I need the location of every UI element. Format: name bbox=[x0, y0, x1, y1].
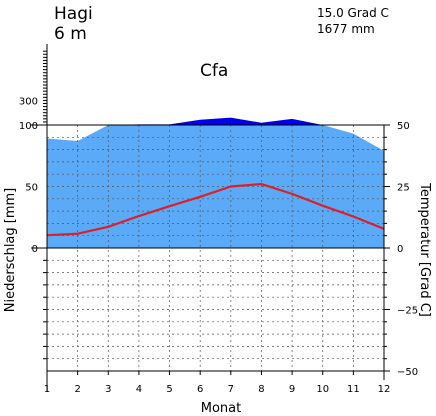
x-tick-label: 12 bbox=[378, 384, 391, 395]
x-tick-label: 6 bbox=[197, 384, 203, 395]
y-right-tick-label: 50 bbox=[397, 121, 410, 132]
y-left-tick-label: 100 bbox=[19, 121, 38, 132]
climate-class: Cfa bbox=[200, 61, 228, 81]
temperature-line bbox=[46, 182, 385, 237]
humid-area bbox=[47, 125, 384, 248]
y-axis-right-label: Temperatur [Grad C] bbox=[417, 182, 432, 317]
x-tick-label: 10 bbox=[316, 384, 329, 395]
y-left-tick-label: 50 bbox=[25, 183, 38, 194]
x-tick-label: 4 bbox=[136, 384, 142, 395]
y-right-tick-label: −25 bbox=[397, 306, 418, 317]
x-tick-label: 9 bbox=[289, 384, 295, 395]
station-name: Hagi bbox=[54, 4, 93, 24]
x-tick-label: 3 bbox=[105, 384, 111, 395]
x-tick-label: 8 bbox=[258, 384, 264, 395]
x-tick-label: 11 bbox=[347, 384, 360, 395]
x-tick-label: 7 bbox=[228, 384, 234, 395]
annual-temperature: 15.0 Grad C bbox=[317, 6, 389, 20]
y-right-tick-label: 0 bbox=[397, 244, 403, 255]
x-axis-label: Monat bbox=[201, 401, 241, 416]
perhumid-area bbox=[47, 117, 384, 125]
y-right-tick-label: 25 bbox=[397, 183, 410, 194]
x-tick-label: 5 bbox=[166, 384, 172, 395]
y-left-tick-label: 300 bbox=[19, 96, 38, 107]
y-right-tick-label: −50 bbox=[397, 367, 418, 378]
x-tick-label: 2 bbox=[74, 384, 80, 395]
y-axis-left-label: Niederschlag [mm] bbox=[3, 188, 18, 313]
annual-precipitation: 1677 mm bbox=[317, 22, 375, 36]
station-elevation: 6 m bbox=[54, 24, 87, 44]
x-tick-label: 1 bbox=[44, 384, 50, 395]
y-left-tick-label: 0 bbox=[32, 244, 38, 255]
